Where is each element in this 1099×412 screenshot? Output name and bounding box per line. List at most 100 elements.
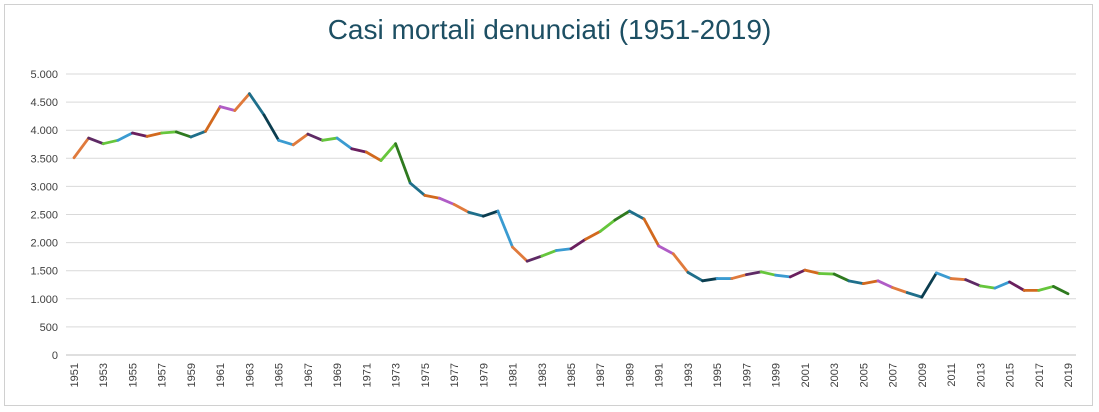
gridlines	[66, 73, 1076, 356]
line-segment	[540, 249, 558, 258]
series-line	[72, 92, 1070, 299]
line-segment	[964, 278, 982, 288]
x-tick-label: 1959	[186, 363, 198, 387]
y-tick-label: 0	[52, 350, 58, 362]
x-tick-label: 2007	[888, 363, 900, 387]
line-segment	[248, 92, 266, 117]
line-segment	[87, 136, 105, 146]
line-segment	[321, 136, 339, 142]
chart-title: Casi mortali denunciati (1951-2019)	[327, 14, 772, 45]
x-tick-label: 1969	[332, 363, 344, 387]
x-tick-label: 1999	[771, 363, 783, 387]
line-segment	[628, 209, 646, 221]
line-segment	[832, 272, 851, 283]
y-axis-ticks: 0 500 1.000 1.500 2.000 2.500 3.000 3.500 4.000 4…	[30, 69, 58, 362]
line-segment	[145, 131, 164, 138]
line-segment	[730, 273, 748, 280]
x-tick-label: 1971	[361, 363, 373, 387]
line-segment	[525, 254, 544, 263]
x-tick-label: 1985	[566, 363, 578, 387]
x-tick-label: 2009	[917, 363, 929, 387]
x-tick-label: 2005	[858, 363, 870, 387]
x-tick-label: 1967	[303, 363, 315, 387]
line-segment	[116, 131, 134, 142]
line-segment	[876, 279, 894, 289]
x-tick-label: 1993	[683, 363, 695, 387]
line-segment	[1051, 285, 1070, 296]
chart-frame	[4, 4, 1093, 406]
line-segment	[949, 277, 968, 282]
line-segment	[72, 136, 91, 160]
line-segment	[788, 268, 807, 279]
line-segment	[905, 291, 924, 299]
line-segment	[891, 286, 909, 295]
line-segment	[350, 147, 368, 154]
line-segment	[657, 244, 675, 256]
y-tick-label: 500	[40, 322, 58, 334]
line-segment	[262, 113, 281, 142]
x-tick-label: 2003	[829, 363, 841, 387]
x-tick-label: 2011	[946, 363, 958, 387]
line-segment	[598, 218, 617, 233]
line-segment	[569, 237, 588, 251]
line-segment	[671, 252, 690, 274]
x-axis-ticks: 1951 1953 1955 1957 1959 1961 1963 1965 1967 1969…	[69, 363, 1075, 387]
y-tick-label: 3.000	[30, 181, 58, 193]
x-tick-label: 1957	[157, 363, 169, 387]
line-segment	[935, 271, 953, 280]
line-segment	[920, 271, 938, 299]
line-segment	[277, 138, 295, 147]
x-tick-label: 1965	[274, 363, 286, 387]
x-tick-label: 2013	[975, 363, 987, 387]
line-segment	[335, 136, 354, 151]
line-segment	[438, 196, 456, 206]
line-segment	[218, 105, 237, 112]
line-segment	[394, 142, 412, 185]
line-segment	[364, 150, 383, 162]
line-segment	[160, 130, 178, 135]
line-segment	[189, 129, 207, 139]
line-segment	[511, 245, 529, 263]
line-segment	[847, 279, 865, 286]
line-segment	[554, 247, 573, 252]
x-tick-label: 1983	[537, 363, 549, 387]
line-segment	[408, 181, 427, 197]
line-segment	[1008, 280, 1026, 292]
line-segment	[584, 229, 602, 241]
x-tick-label: 1987	[595, 363, 607, 387]
line-segment	[818, 272, 836, 276]
line-segment	[803, 268, 821, 275]
y-tick-label: 5.000	[30, 69, 58, 81]
x-tick-label: 2019	[1063, 363, 1075, 387]
x-tick-label: 1997	[741, 363, 753, 387]
y-tick-label: 3.500	[30, 153, 58, 165]
line-segment	[101, 138, 120, 146]
line-segment	[759, 270, 778, 277]
x-tick-label: 2017	[1034, 363, 1046, 387]
line-segment	[861, 279, 880, 286]
line-segment	[306, 132, 324, 142]
line-segment	[291, 132, 310, 147]
line-segment	[467, 210, 485, 218]
x-tick-label: 2015	[1005, 363, 1017, 387]
line-segment	[993, 280, 1011, 290]
x-tick-label: 1979	[478, 363, 490, 387]
x-tick-label: 1961	[215, 363, 227, 387]
line-segment	[481, 209, 500, 218]
y-tick-label: 2.500	[30, 210, 58, 222]
x-tick-label: 1981	[508, 363, 520, 387]
line-segment	[978, 284, 997, 290]
line-segment	[379, 142, 397, 162]
line-segment	[1037, 285, 1055, 292]
x-tick-label: 1995	[712, 363, 724, 387]
y-tick-label: 4.500	[30, 97, 58, 109]
x-tick-label: 1991	[654, 363, 666, 387]
y-tick-label: 1.500	[30, 266, 58, 278]
line-segment	[423, 193, 441, 200]
line-segment	[496, 209, 514, 249]
x-tick-label: 1953	[98, 363, 110, 387]
x-tick-label: 2001	[800, 363, 812, 387]
line-segment	[745, 270, 763, 277]
line-segment	[686, 270, 704, 283]
